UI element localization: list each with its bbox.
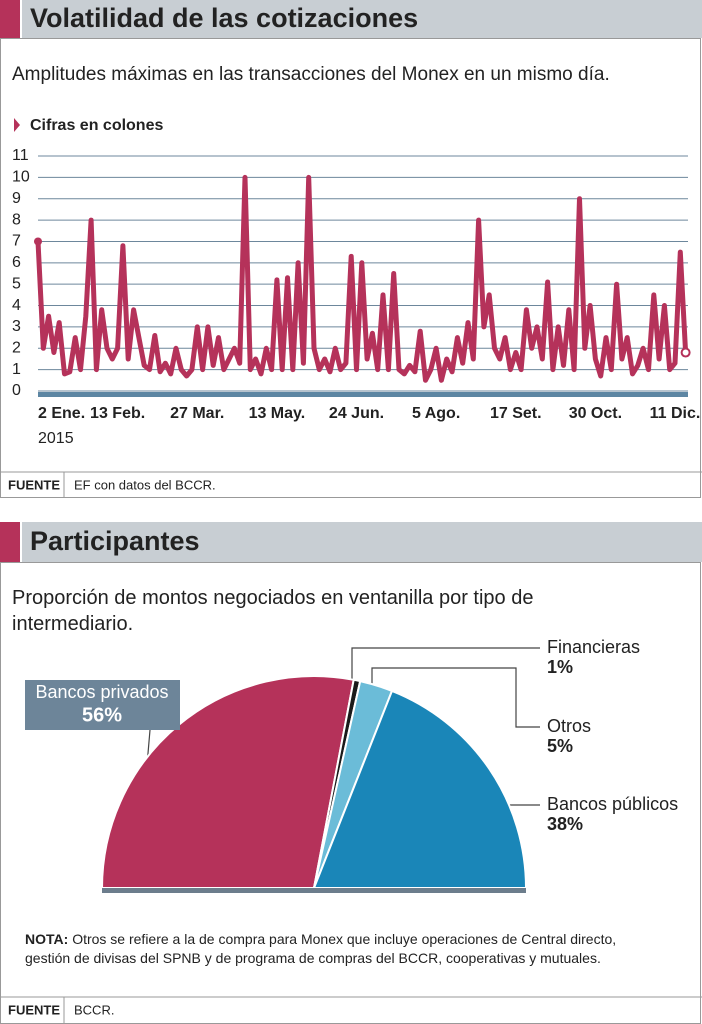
x-tick-label: 5 Ago. [412, 405, 460, 422]
note: NOTA: Otros se refiere a la de compra pa… [25, 930, 665, 968]
note-label: NOTA: [25, 931, 69, 947]
y-tick-label: 8 [12, 211, 21, 228]
label-box [25, 680, 180, 730]
x-tick-label: 13 Feb. [90, 405, 145, 422]
slice-value: 1% [547, 657, 573, 677]
note-text: Otros se refiere a la de compra para Mon… [25, 931, 617, 966]
header-band [22, 0, 702, 38]
x-tick-label: 13 May. [249, 405, 306, 422]
y-tick-label: 4 [12, 297, 21, 314]
subtitle: Amplitudes máximas en las transacciones … [12, 64, 610, 85]
y-tick-label: 11 [12, 147, 29, 164]
unit-label: Cifras en colones [30, 117, 163, 134]
pie-base [102, 888, 526, 893]
y-tick-label: 7 [12, 233, 21, 250]
frame [0, 38, 701, 498]
section-title: Volatilidad de las cotizaciones [30, 3, 418, 33]
accent [0, 0, 20, 38]
y-tick-label: 0 [12, 382, 21, 399]
slice-label: Otros [547, 716, 591, 736]
x-tick-label: 27 Mar. [170, 405, 224, 422]
slice-value: 5% [547, 736, 573, 756]
y-tick-label: 5 [12, 275, 21, 292]
pie-slice [312, 689, 528, 889]
x-tick-label: 11 Dic. [650, 405, 701, 422]
accent [0, 522, 20, 562]
slice-label: Financieras [547, 637, 640, 657]
x-tick-label: 24 Jun. [329, 405, 384, 422]
source-label: FUENTE [8, 1002, 60, 1017]
slice-value: 38% [547, 814, 583, 834]
section-title: Participantes [30, 526, 200, 556]
source: EF con datos del BCCR. [74, 477, 216, 492]
y-tick-label: 3 [12, 318, 21, 335]
source-label: FUENTE [8, 477, 60, 492]
line [35, 174, 689, 383]
end-dot [680, 347, 691, 358]
y-tick-label: 10 [12, 169, 30, 186]
end-dot [34, 237, 42, 246]
y-tick-label: 1 [12, 361, 21, 378]
source: BCCR. [74, 1002, 114, 1017]
y-tick-label: 9 [12, 190, 21, 207]
year-label: 2015 [38, 430, 74, 447]
slice-label: Bancos privados [35, 682, 168, 702]
header-band [22, 522, 702, 562]
y-tick-label: 2 [12, 339, 21, 356]
x-tick-label: 2 Ene. [38, 405, 85, 422]
slice-label: Bancos públicos [547, 794, 678, 814]
x-tick-label: 30 Oct. [569, 405, 622, 422]
subtitle: Proporción de montos negociados en venta… [12, 587, 534, 635]
x-tick-label: 17 Set. [490, 405, 542, 422]
x-axis [38, 392, 688, 397]
y-tick-label: 6 [12, 254, 21, 271]
marker [14, 118, 20, 132]
slice-value: 56% [82, 704, 122, 726]
